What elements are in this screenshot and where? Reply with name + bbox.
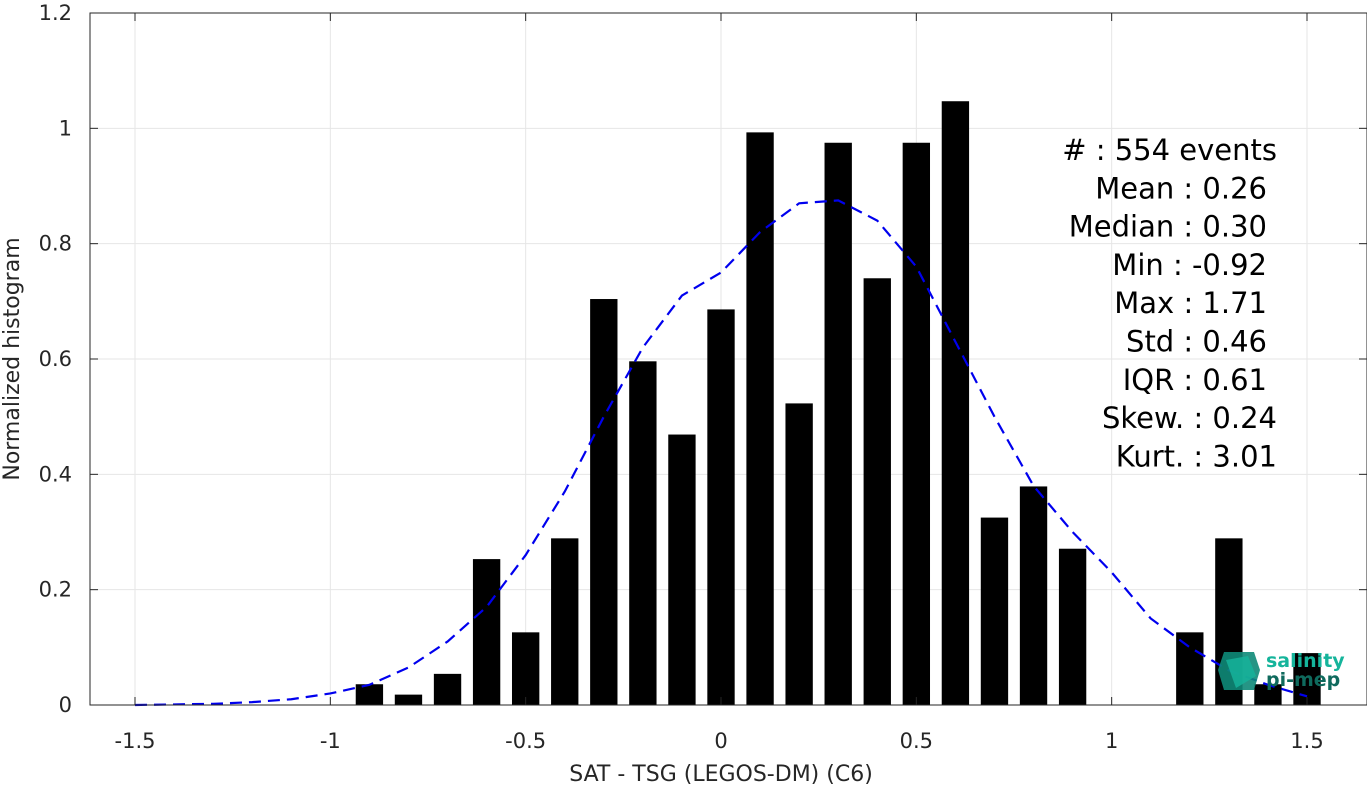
x-tick-label: 1.5 (1290, 729, 1323, 753)
histogram-bar (590, 299, 618, 705)
y-tick-label: 0.6 (39, 347, 72, 371)
stat-line: Kurt. : 3.01 (1116, 439, 1277, 473)
histogram-bar (551, 538, 579, 705)
logo-text-salinity: salinity (1266, 650, 1345, 672)
statistics-box: # : 554 events Mean : 0.26 Median : 0.30 Mi… (1062, 133, 1277, 473)
y-tick-label: 1 (59, 116, 72, 140)
y-axis-ticks: 0 0.2 0.4 0.6 0.8 1 1.2 (39, 1, 1367, 717)
histogram-bar (511, 632, 540, 705)
x-tick-label: 0.5 (900, 729, 933, 753)
histogram-bar (707, 309, 735, 705)
histogram-bar (472, 559, 501, 705)
stat-line: Min : -0.92 (1112, 248, 1267, 282)
histogram-bar (746, 132, 774, 705)
histogram-bar (1019, 486, 1048, 705)
stat-line: Median : 0.30 (1069, 210, 1267, 244)
y-tick-label: 0.8 (39, 232, 72, 256)
histogram-bar (433, 673, 462, 705)
gaussian-fit-line (134, 199, 1308, 707)
histogram-bar (1058, 548, 1087, 705)
y-tick-label: 0 (59, 693, 72, 717)
salinity-pimep-logo: salinity pi-mep (1218, 650, 1345, 691)
y-axis-label: Normalized histogram (0, 237, 25, 480)
histogram-bar (824, 142, 852, 705)
x-axis-label: SAT - TSG (LEGOS-DM) (C6) (569, 762, 873, 785)
stat-line: Mean : 0.26 (1095, 171, 1267, 205)
x-tick-label: -0.5 (505, 729, 546, 753)
histogram-bars (355, 101, 1321, 706)
stat-line: Skew. : 0.24 (1102, 401, 1277, 435)
y-tick-label: 0.4 (39, 462, 72, 486)
stat-line: IQR : 0.61 (1123, 363, 1267, 397)
histogram-bar (902, 142, 931, 705)
histogram-bar (355, 684, 384, 705)
histogram-bar (394, 694, 423, 705)
x-tick-label: 0 (714, 729, 727, 753)
x-tick-label: 1 (1105, 729, 1118, 753)
histogram-bar (1254, 684, 1282, 705)
logo-text-pi-mep: pi-mep (1266, 669, 1340, 691)
histogram-bar (980, 517, 1009, 705)
stat-line: Std : 0.46 (1126, 325, 1267, 359)
histogram-bar (1293, 653, 1321, 705)
x-tick-label: -1.5 (115, 729, 156, 753)
stat-line: # : 554 events (1062, 133, 1277, 167)
histogram-bar (629, 361, 657, 705)
x-axis-ticks: -1.5 -1 -0.5 0 0.5 1 1.5 (115, 13, 1324, 753)
histogram-bar (941, 101, 970, 706)
histogram-bar (668, 434, 696, 705)
histogram-bar (785, 403, 813, 705)
y-tick-label: 1.2 (39, 1, 72, 25)
stat-line: Max : 1.71 (1114, 286, 1267, 320)
histogram-bar (1176, 632, 1204, 705)
histogram-bar (863, 278, 891, 705)
x-tick-label: -1 (320, 729, 341, 753)
y-tick-label: 0.2 (39, 578, 72, 602)
